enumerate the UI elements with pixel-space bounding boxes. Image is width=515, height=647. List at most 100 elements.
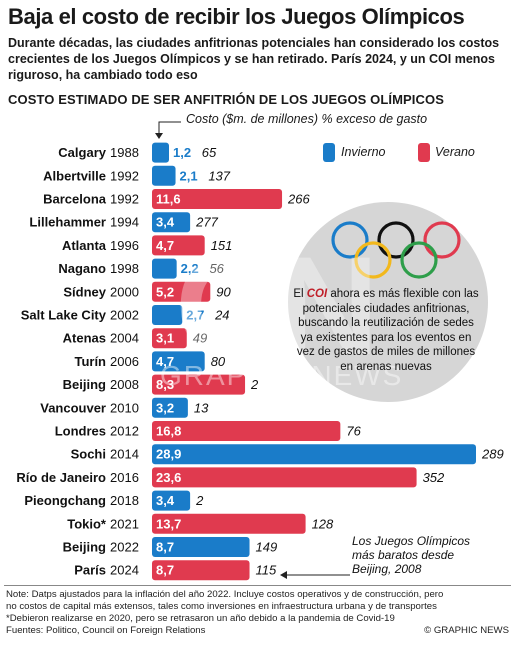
cost-value-label: 5,2 xyxy=(156,284,174,299)
city-label: París xyxy=(74,563,106,578)
city-label: Pieongchang xyxy=(24,493,106,508)
year-label: 2021 xyxy=(110,516,139,531)
paris-annotation-arrowhead xyxy=(280,571,287,579)
city-label: Sochi xyxy=(71,447,106,462)
cost-value-label: 3,1 xyxy=(156,331,174,346)
chart-row: Vancouver 2010 3,2 13 xyxy=(40,397,209,418)
source-row: Fuentes: Politico, Council on Foreign Re… xyxy=(6,625,511,637)
page-subtitle: Durante décadas, las ciudades anfitriona… xyxy=(8,36,500,82)
year-label: 2000 xyxy=(110,284,139,299)
year-label: 2010 xyxy=(110,400,139,415)
chart-row: Albertville 1992 2,1 137 xyxy=(43,165,231,186)
year-label: 2024 xyxy=(110,563,139,578)
cost-bar xyxy=(152,189,283,209)
chart-row: Pieongchang 2018 3,4 2 xyxy=(24,490,204,511)
city-label: Río de Janeiro xyxy=(16,470,106,485)
cost-bar xyxy=(152,328,187,349)
olympic-ring-1 xyxy=(377,221,415,259)
cost-value-label: 13,7 xyxy=(156,516,181,531)
cost-bar xyxy=(152,142,169,163)
chart-row: Calgary 1988 1,2 65 xyxy=(58,142,217,163)
callout-prefix: El xyxy=(293,288,307,300)
overrun-label: 137 xyxy=(208,168,230,183)
year-label: 1998 xyxy=(110,261,139,276)
overrun-label: 277 xyxy=(195,215,218,230)
cost-value-label: 3,4 xyxy=(156,493,175,508)
cost-bar xyxy=(152,560,250,581)
city-label: Turín xyxy=(74,354,106,369)
cost-bar xyxy=(152,305,183,325)
cost-value-label: 4,7 xyxy=(156,354,174,369)
overrun-label: 2 xyxy=(250,377,259,392)
cost-pointer-line xyxy=(158,121,181,135)
year-label: 2022 xyxy=(110,540,139,555)
overrun-unit-label: % exceso de gasto xyxy=(321,112,428,126)
footnote-line-3: *Debieron realizarse en 2020, pero se re… xyxy=(6,613,395,624)
cost-value-label: 2,1 xyxy=(180,168,198,183)
overrun-label: 289 xyxy=(481,447,504,462)
chart-row: Tokio* 2021 13,7 128 xyxy=(67,513,334,534)
page-title: Baja el costo de recibir los Juegos Olím… xyxy=(8,4,465,29)
overrun-label: 149 xyxy=(256,540,278,555)
chart-row: Salt Lake City 2002 2,7 24 xyxy=(21,305,230,325)
chart-row: Turín 2006 4,7 80 xyxy=(74,351,226,372)
cost-unit-label: Costo ($m. de millones) xyxy=(186,112,318,126)
chart-row: Londres 2012 16,8 76 xyxy=(55,421,362,441)
cost-pointer-arrowhead xyxy=(155,133,163,139)
overrun-label: 76 xyxy=(346,424,361,439)
cost-bar xyxy=(152,467,417,488)
overrun-label: 115 xyxy=(256,563,277,578)
chart-row: Atlanta 1996 4,7 151 xyxy=(62,235,232,256)
overrun-label: 80 xyxy=(211,354,226,369)
chart-row: París 2024 8,7 115 xyxy=(74,560,277,581)
overrun-label: 49 xyxy=(193,331,207,346)
legend-swatch-summer xyxy=(418,143,430,162)
chart-heading: COSTO ESTIMADO DE SER ANFITRIÓN DE LOS J… xyxy=(8,92,444,107)
cost-value-label: 16,8 xyxy=(156,424,181,439)
footnote-line-1: Note: Datps ajustados para la inflación … xyxy=(6,589,444,600)
city-label: Albertville xyxy=(43,168,106,183)
cost-value-label: 1,2 xyxy=(173,145,191,160)
city-label: Atenas xyxy=(63,331,106,346)
paris-annotation: Los Juegos Olímpicos más baratos desde B… xyxy=(352,534,471,576)
cost-bar xyxy=(152,281,211,302)
cost-value-label: 8,7 xyxy=(156,563,174,578)
callout-ioc: COI xyxy=(306,288,328,300)
cost-value-label: 8,7 xyxy=(156,540,174,555)
cost-value-label: 8,3 xyxy=(156,377,174,392)
overrun-label: 128 xyxy=(312,516,334,531)
overrun-label: 352 xyxy=(423,470,445,485)
ioc-callout: El COI ahora es más flexible con las pot… xyxy=(292,287,480,374)
footnotes: Note: Datps ajustados para la inflación … xyxy=(6,589,511,637)
overrun-label: 13 xyxy=(194,400,209,415)
chart-row: Beijing 2022 8,7 149 xyxy=(63,537,278,557)
overrun-label: 56 xyxy=(209,261,224,276)
olympic-ring-0 xyxy=(331,221,369,259)
year-label: 2004 xyxy=(110,331,139,346)
city-label: Lillehammer xyxy=(29,215,106,230)
cost-bar xyxy=(152,444,476,465)
cost-bar xyxy=(152,351,205,372)
chart-row: Atenas 2004 3,1 49 xyxy=(63,328,207,349)
sources: Fuentes: Politico, Council on Foreign Re… xyxy=(6,625,206,636)
overrun-label: 2 xyxy=(195,493,204,508)
cost-value-label: 3,2 xyxy=(156,400,174,415)
year-label: 2014 xyxy=(110,447,139,462)
year-label: 2002 xyxy=(110,308,139,323)
city-label: Tokio* xyxy=(67,516,107,531)
year-label: 1992 xyxy=(110,168,139,183)
city-label: Nagano xyxy=(58,261,106,276)
callout-text: ahora es más flexible con las potenciale… xyxy=(296,288,479,373)
city-label: Beijing xyxy=(63,540,106,555)
year-label: 1994 xyxy=(110,215,139,230)
year-label: 2008 xyxy=(110,377,139,392)
year-label: 2012 xyxy=(110,424,139,439)
city-label: Calgary xyxy=(58,145,106,160)
chart-row: Río de Janeiro 2016 23,6 352 xyxy=(16,467,445,488)
cost-value-label: 2,7 xyxy=(186,308,204,323)
chart-row: Lillehammer 1994 3,4 277 xyxy=(29,212,219,233)
year-label: 1988 xyxy=(110,145,139,160)
cost-value-label: 2,2 xyxy=(181,261,199,276)
olympic-ring-2 xyxy=(423,221,461,259)
legend-label-summer: Verano xyxy=(435,145,475,159)
